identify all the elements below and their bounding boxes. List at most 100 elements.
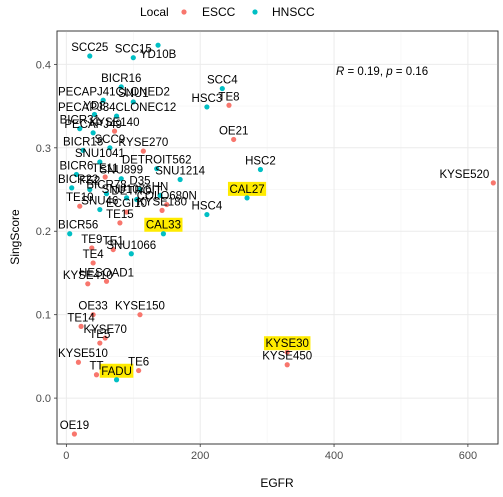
point-label: BICR18 [63, 136, 103, 148]
r-value: 0.19 [357, 66, 379, 78]
data-point [78, 323, 84, 329]
data-point [107, 145, 113, 151]
point-label: TE4 [83, 249, 105, 261]
data-point [97, 206, 103, 213]
data-point [69, 185, 75, 191]
y-axis-title: SingScore [8, 209, 22, 265]
point-label: SNU899 [100, 165, 143, 177]
data-point [117, 220, 123, 226]
data-point [75, 359, 82, 365]
data-point [204, 104, 210, 110]
data-point [490, 180, 496, 186]
data-point [257, 166, 264, 173]
point-label: OE21 [219, 125, 248, 137]
point-label: DETROIT562 [122, 155, 192, 167]
y-axis-ticks: 0.0 0.1 0.2 0.3 0.4 [36, 59, 57, 405]
point-label: HESOAD1 [79, 267, 134, 279]
y-tick-label: 0.3 [36, 143, 51, 155]
correlation-annotation: R = 0.19, p = 0.16 [336, 66, 428, 78]
data-point [90, 312, 96, 318]
point-label: PECAPJ49 [64, 119, 122, 131]
point-label: TE1 [103, 236, 124, 248]
label-highlight-box [99, 363, 134, 378]
point-label: DETROIT [111, 186, 161, 198]
data-point [123, 209, 130, 215]
data-point [226, 102, 232, 108]
label-highlight-box [227, 181, 267, 196]
point-label: SNU1041 [75, 148, 125, 160]
p-value: 0.16 [406, 66, 428, 78]
data-point [93, 372, 100, 378]
legend: Local ESCC HNSCC [140, 5, 315, 19]
point-label: FE2 [79, 176, 100, 188]
point-label: KYSE180 [137, 196, 187, 208]
y-tick-label: 0.4 [36, 59, 51, 71]
point-label: SCC4 [207, 75, 238, 87]
data-point [140, 148, 146, 154]
point-label: TE15 [106, 209, 134, 221]
x-tick-label: 600 [459, 450, 477, 462]
point-label: CAL33 [146, 220, 181, 232]
data-point [80, 147, 86, 153]
point-label: OE33 [78, 301, 107, 313]
point-label: TE9 [81, 234, 102, 246]
point-label: KYSE450 [262, 351, 312, 363]
legend-title: Local [140, 5, 169, 19]
data-point [177, 176, 183, 183]
data-point [87, 53, 93, 59]
y-tick-label: 0.2 [36, 226, 51, 238]
data-point [118, 84, 124, 90]
data-point [110, 246, 116, 253]
point-label: KYSE510 [58, 348, 108, 360]
point-label: HN [152, 181, 169, 193]
data-point [91, 111, 98, 118]
point-label: KYSE70 [83, 324, 126, 336]
point-label: KYSE30 [265, 338, 308, 350]
data-point [102, 174, 108, 180]
data-point [100, 97, 106, 103]
data-point [113, 113, 120, 119]
point-label: BICR16 [101, 73, 141, 85]
point-label: BICR6 [59, 161, 93, 173]
data-points [67, 42, 496, 437]
data-point [123, 195, 130, 201]
data-point [244, 195, 250, 201]
point-label: SCC25 [71, 42, 108, 54]
data-point [71, 431, 77, 437]
point-label: PECAPJ41CLONED2 [58, 86, 170, 98]
data-point [89, 245, 95, 251]
plot-border [56, 30, 499, 445]
point-label: TE6 [128, 357, 149, 369]
point-label: YD8 [83, 100, 105, 112]
point-label: KYSE150 [115, 301, 165, 313]
label-highlight-box [144, 217, 183, 232]
y-tick-label: 0.1 [36, 310, 51, 322]
point-label: CAL27 [229, 184, 264, 196]
data-point [134, 196, 140, 203]
data-point [159, 207, 165, 213]
point-label: TE10 [66, 192, 94, 204]
data-point [87, 186, 93, 193]
x-tick-label: 400 [325, 450, 343, 462]
legend-label-hnscc: HNSCC [272, 5, 315, 19]
data-point [67, 231, 73, 237]
point-label: PECAPJ34CLONEC12 [58, 102, 176, 114]
point-label: TE5 [89, 329, 110, 341]
data-point [111, 128, 118, 134]
point-label: BICR22 [58, 174, 98, 186]
data-point [102, 335, 108, 341]
data-point [103, 278, 110, 284]
data-point [157, 192, 163, 198]
data-point [90, 260, 96, 266]
data-point [77, 203, 83, 209]
point-label: SNU1076 [102, 184, 152, 196]
data-point [118, 176, 124, 182]
legend-key-escc [181, 9, 187, 15]
point-label: TE11 [92, 163, 119, 175]
r-symbol: R [336, 66, 344, 78]
point-label: SNU1 [118, 88, 149, 100]
x-axis-ticks: 0 200 400 600 [63, 444, 477, 462]
point-label: BICR56 [58, 220, 98, 232]
data-point [136, 367, 142, 374]
